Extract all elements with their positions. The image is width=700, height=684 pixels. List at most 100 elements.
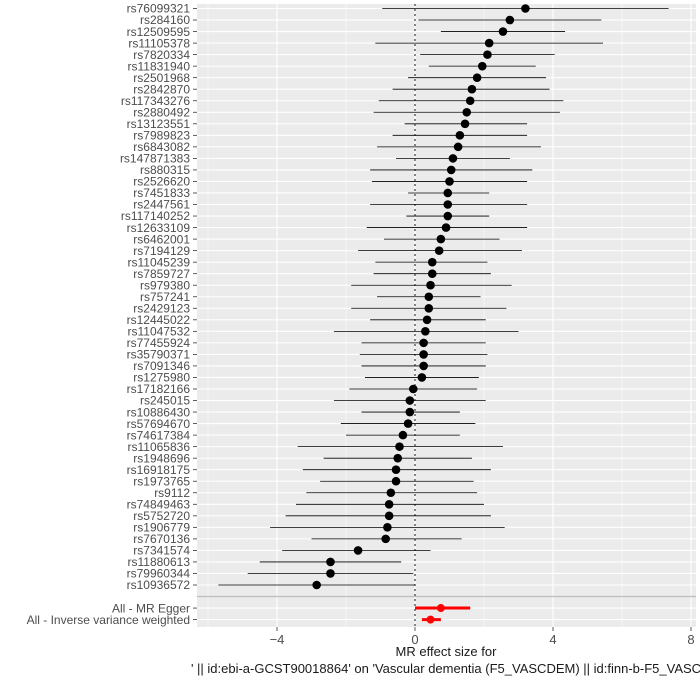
- snp-point: [386, 488, 396, 498]
- snp-label: rs2880492: [133, 105, 190, 119]
- snp-point: [384, 499, 394, 509]
- snp-point: [424, 303, 434, 313]
- snp-label: rs7341574: [133, 544, 190, 558]
- snp-label: rs284160: [140, 13, 190, 27]
- snp-label: rs2447561: [133, 198, 190, 212]
- snp-point: [424, 292, 434, 302]
- snp-point: [467, 84, 477, 94]
- x-axis-title-line2: ' || id:ebi-a-GCST90018864' on 'Vascular…: [191, 661, 700, 676]
- x-tick-label: 0: [411, 632, 418, 647]
- snp-point: [427, 257, 437, 267]
- snp-label: rs9112: [154, 486, 190, 500]
- snp-label: rs12633109: [127, 221, 191, 235]
- snp-point: [426, 280, 435, 290]
- x-axis-title-line1: MR effect size for: [396, 644, 498, 659]
- snp-label: rs11105378: [128, 36, 190, 50]
- snp-point: [391, 476, 401, 486]
- snp-label: rs7989823: [133, 129, 190, 143]
- snp-point: [443, 211, 453, 221]
- snp-point: [465, 96, 475, 106]
- snp-point: [422, 315, 432, 325]
- snp-label: rs12445022: [127, 313, 191, 327]
- snp-label: rs57694670: [127, 417, 191, 431]
- snp-point: [477, 61, 487, 71]
- snp-point: [384, 511, 394, 521]
- snp-label: rs10936572: [127, 578, 191, 592]
- snp-point: [421, 327, 430, 336]
- snp-label: rs1948696: [133, 451, 190, 465]
- snp-label: rs880315: [140, 163, 190, 177]
- snp-label: rs74849463: [127, 497, 191, 511]
- snp-point: [445, 177, 454, 186]
- snp-point: [403, 419, 413, 428]
- snp-label: rs7194129: [133, 244, 190, 258]
- snp-point: [353, 546, 363, 555]
- snp-label: rs7859727: [133, 267, 190, 281]
- snp-point: [460, 119, 470, 129]
- snp-label: rs11880613: [128, 555, 191, 569]
- snp-label: rs11065836: [128, 440, 191, 454]
- snp-point: [405, 407, 415, 417]
- snp-point: [419, 350, 428, 359]
- snp-label: rs2526620: [133, 175, 190, 189]
- x-tick-label: −4: [270, 632, 285, 647]
- snp-point: [419, 361, 428, 371]
- snp-point: [434, 246, 444, 255]
- x-tick-labels: −4 0 4 8: [270, 627, 695, 647]
- snp-point: [417, 373, 427, 382]
- snp-label: rs11831940: [128, 59, 191, 73]
- snp-point: [521, 4, 530, 13]
- snp-point: [498, 27, 508, 36]
- y-tick-labels: rs76099321rs284160rs12509595rs11105378rs…: [27, 2, 197, 627]
- snp-point: [405, 396, 415, 405]
- snp-label: rs117140252: [121, 209, 190, 223]
- snp-label: rs2429123: [133, 301, 190, 315]
- snp-point: [326, 557, 335, 567]
- snp-label: rs5752720: [133, 509, 190, 523]
- snp-label: rs245015: [140, 394, 190, 408]
- snp-label: rs7670136: [133, 532, 190, 546]
- snp-label: rs117343276: [121, 94, 190, 108]
- snp-label: rs10886430: [127, 405, 191, 419]
- snp-point: [381, 534, 390, 544]
- snp-point: [326, 569, 335, 578]
- snp-point: [436, 234, 446, 244]
- snp-label: rs11045239: [128, 255, 191, 269]
- snp-point: [383, 523, 392, 532]
- snp-point: [443, 200, 453, 209]
- snp-label: rs757241: [140, 290, 190, 304]
- snp-label: rs76099321: [127, 2, 191, 16]
- summary-point: [436, 604, 445, 613]
- snp-point: [446, 165, 456, 175]
- snp-label: rs2842870: [133, 82, 190, 96]
- snp-label: rs979380: [140, 278, 190, 292]
- snp-point: [453, 142, 463, 152]
- plot-panel: [197, 4, 696, 627]
- snp-label: rs11047532: [128, 325, 191, 339]
- snp-label: rs1275980: [133, 371, 190, 385]
- snp-point: [472, 73, 482, 82]
- snp-point: [427, 269, 437, 278]
- snp-label: rs1906779: [133, 521, 190, 535]
- snp-point: [312, 580, 321, 590]
- snp-label: rs16918175: [127, 463, 191, 477]
- snp-point: [391, 465, 401, 475]
- summary-label: All - Inverse variance weighted: [27, 613, 190, 627]
- snp-label: rs147871383: [120, 152, 190, 166]
- snp-label: rs74617384: [127, 428, 191, 442]
- snp-point: [398, 430, 408, 440]
- snp-label: rs2501968: [133, 71, 190, 85]
- snp-label: rs79960344: [127, 567, 191, 581]
- snp-point: [393, 453, 403, 463]
- snp-point: [448, 154, 458, 163]
- snp-point: [462, 107, 472, 117]
- snp-label: rs7451833: [133, 186, 190, 200]
- summary-point: [426, 615, 435, 624]
- snp-label: rs7820334: [133, 48, 190, 62]
- snp-label: rs17182166: [127, 382, 191, 396]
- snp-label: rs6843082: [133, 140, 190, 154]
- snp-label: rs13123551: [127, 117, 191, 131]
- snp-point: [455, 131, 465, 140]
- snp-label: rs35790371: [127, 348, 191, 362]
